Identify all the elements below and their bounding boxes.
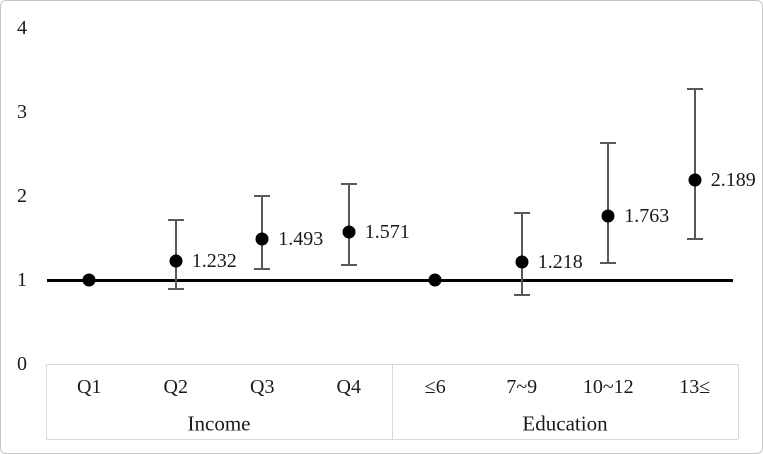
x-axis-group-label: Income [187,411,251,436]
error-bar-cap-top [254,195,271,197]
x-axis-category-label: 13≤ [679,376,711,398]
error-bar-cap-bottom [167,288,184,291]
y-axis-tick-label: 0 [17,353,27,375]
error-bar-cap-bottom [513,294,530,297]
y-axis-tick-label: 2 [17,185,27,207]
x-axis-category-label: Q3 [250,376,275,398]
error-bar-line [347,184,350,265]
data-point-value-label: 2.189 [710,169,756,192]
category-box-vertical-border [392,364,393,439]
data-point [169,254,183,267]
x-axis-category-label: Q4 [336,376,361,398]
error-bar-cap-bottom [254,268,271,271]
data-point [255,232,269,246]
y-axis-tick-label: 4 [17,17,27,39]
error-bar-line [607,143,610,264]
reference-data-point [428,273,442,287]
error-bar-cap-bottom [340,263,357,266]
x-axis-category-label: 7~9 [506,376,538,398]
data-point [601,209,615,223]
error-bar-cap-top [513,211,530,214]
error-bar-cap-bottom [686,237,703,240]
x-axis-category-label: Q1 [77,376,102,398]
reference-data-point [82,273,96,287]
x-axis-category-label: 10~12 [582,376,634,398]
data-point [342,225,356,239]
y-axis-tick-label: 1 [17,269,27,291]
category-box-vertical-border [46,364,47,439]
reference-line [47,278,733,282]
data-point [515,255,529,269]
data-point-value-label: 1.571 [364,221,410,244]
data-point [688,173,702,187]
y-axis-tick-label: 3 [17,101,27,123]
data-point-value-label: 1.493 [278,227,324,250]
category-box-vertical-border [738,364,739,439]
error-bar-line [693,89,696,239]
x-axis-category-label: ≤6 [424,376,446,398]
data-point-value-label: 1.232 [191,249,237,272]
error-bar-cap-top [340,183,357,186]
data-point-value-label: 1.763 [624,204,670,227]
error-bar-cap-top [686,88,703,91]
data-point-value-label: 1.218 [537,250,583,273]
x-axis-category-label: Q2 [163,376,188,398]
error-bar-cap-top [167,218,184,221]
category-box-bottom-border [46,439,738,440]
error-bar-cap-bottom [600,262,617,265]
error-bar-line [520,212,523,296]
error-bar-cap-top [600,142,617,145]
x-axis-group-label: Education [522,411,608,436]
